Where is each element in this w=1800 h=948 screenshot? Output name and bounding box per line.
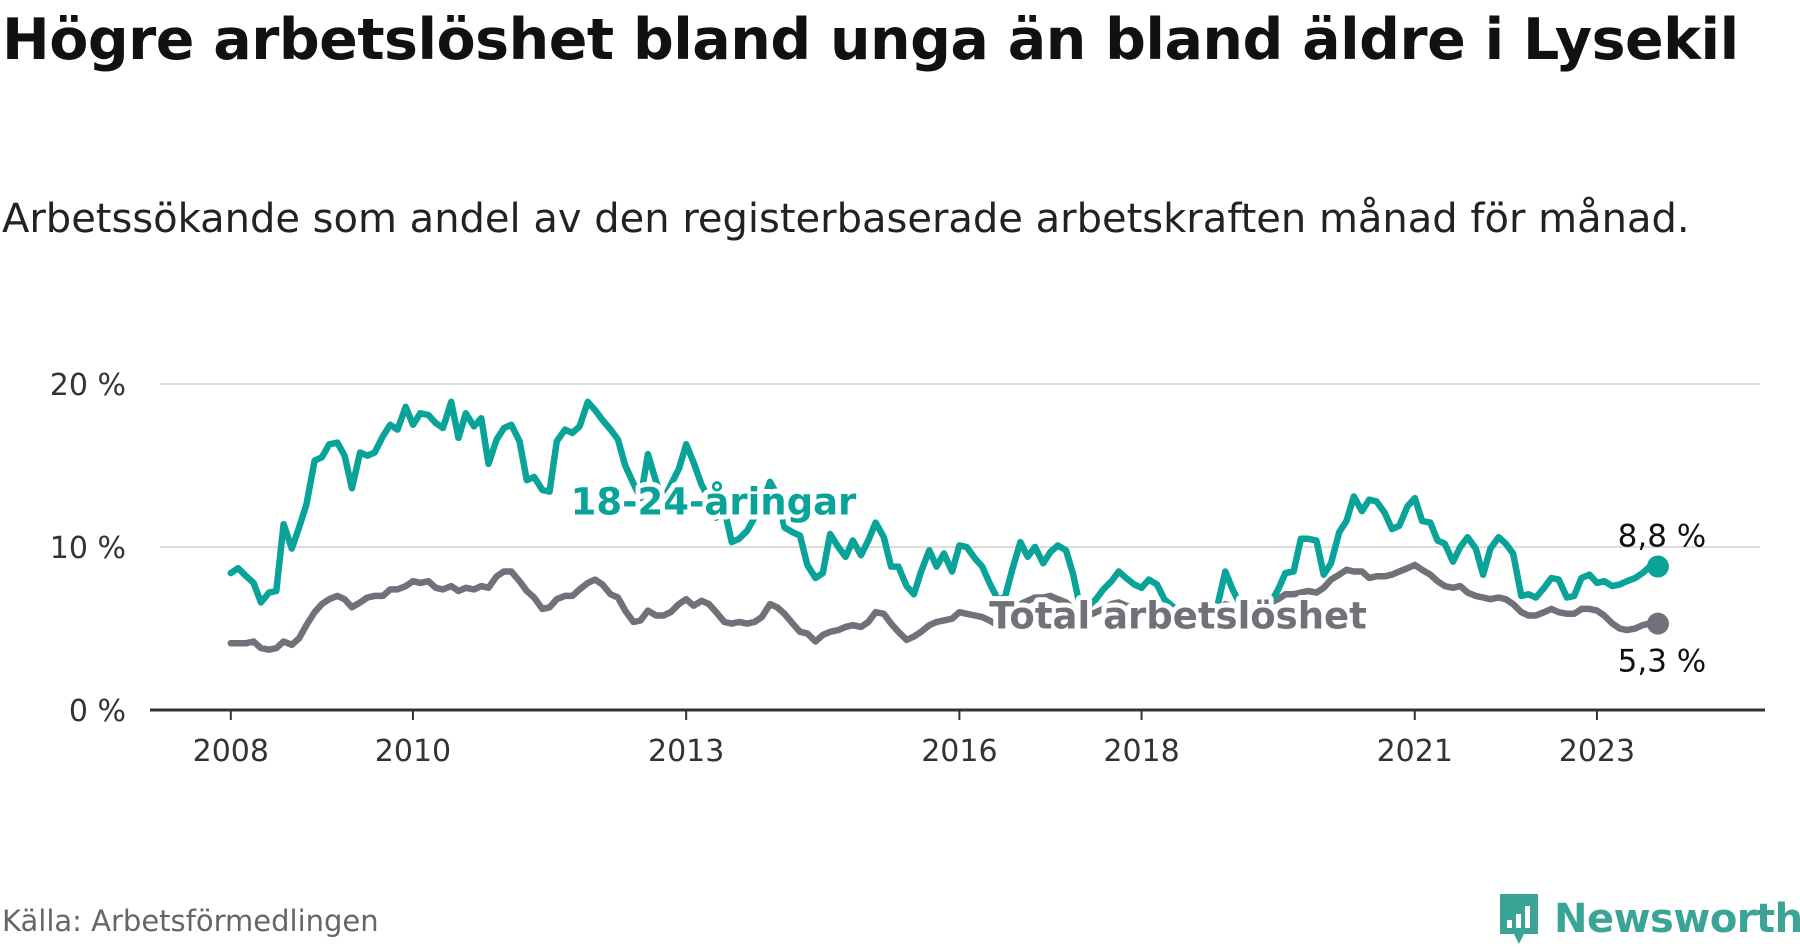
x-tick-label: 2016 bbox=[921, 734, 997, 769]
newsworthy-logo: Newsworthy bbox=[1496, 890, 1800, 948]
x-tick-label: 2021 bbox=[1377, 734, 1453, 769]
end-label-total: 5,3 % bbox=[1618, 644, 1707, 680]
series-label-youth: 18-24-åringar bbox=[571, 480, 857, 523]
end-point-youth bbox=[1646, 555, 1669, 578]
y-tick-label: 10 % bbox=[50, 531, 126, 566]
chart-title: Högre arbetslöshet bland unga än bland ä… bbox=[2, 7, 1739, 73]
x-tick-label: 2008 bbox=[193, 734, 269, 769]
source-note: Källa: Arbetsförmedlingen bbox=[2, 904, 379, 938]
newsworthy-logo-icon bbox=[1500, 894, 1538, 944]
gridlines bbox=[160, 383, 1760, 548]
x-axis: 2008 2010 2013 2016 2018 2021 2023 bbox=[150, 708, 1765, 769]
series-labels: 8,8 % 5,3 % 18-24-åringar Total arbetslöshe… bbox=[566, 475, 1707, 680]
end-label-youth: 8,8 % bbox=[1618, 519, 1707, 555]
end-point-total bbox=[1646, 612, 1669, 635]
y-tick-label: 0 % bbox=[69, 694, 126, 729]
x-tick-label: 2010 bbox=[375, 734, 451, 769]
series-line-total bbox=[227, 561, 1662, 653]
series-label-total: Total arbetslöshet bbox=[989, 595, 1367, 638]
series-line-youth bbox=[227, 398, 1662, 618]
x-tick-label: 2018 bbox=[1103, 734, 1179, 769]
series bbox=[227, 398, 1669, 653]
newsworthy-logo-text: Newsworthy bbox=[1554, 896, 1800, 942]
y-tick-label: 20 % bbox=[50, 368, 126, 403]
x-tick-label: 2013 bbox=[648, 734, 724, 769]
y-axis: 0 % 10 % 20 % bbox=[50, 368, 126, 729]
line-chart: 0 % 10 % 20 % 2008 2010 2013 2016 2018 2021 2023… bbox=[50, 368, 1765, 769]
chart-subtitle: Arbetssökande som andel av den registerb… bbox=[2, 196, 1690, 242]
x-tick-label: 2023 bbox=[1559, 734, 1635, 769]
